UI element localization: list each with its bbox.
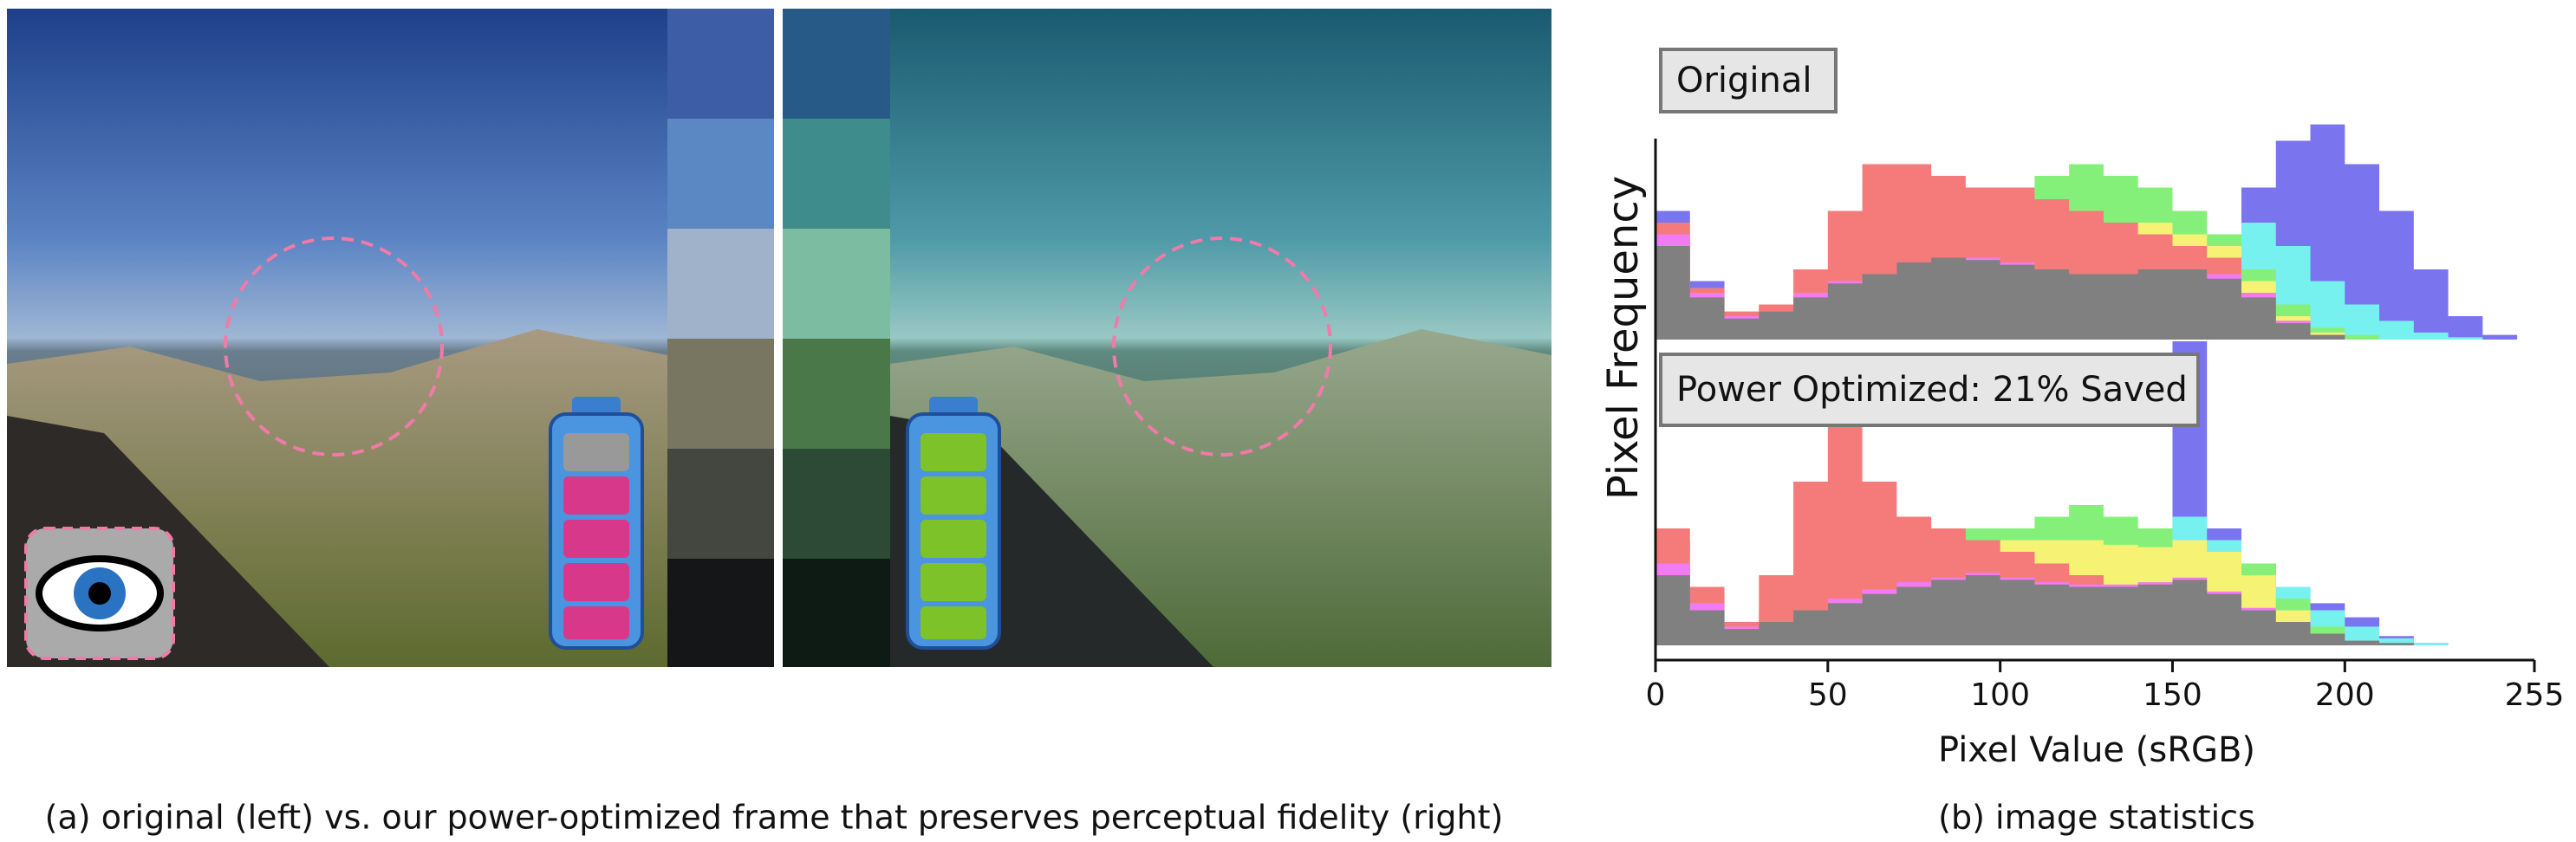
histograms: Original Power Optimized: 21% Saved 0 50 100… <box>1646 48 2565 713</box>
swatches-optimized <box>783 9 890 667</box>
photo-original <box>7 9 667 667</box>
y-axis-label: Pixel Frequency <box>1599 176 1648 500</box>
histogram-area <box>1656 246 2534 340</box>
swatches-original <box>667 9 774 667</box>
x-tick-label: 255 <box>2505 677 2565 713</box>
caption-a: (a) original (left) vs. our power-optimi… <box>45 799 1504 837</box>
x-tick-label: 0 <box>1646 677 1666 713</box>
caption-b: (b) image statistics <box>1938 799 2255 837</box>
panel-label: Power Optimized: 21% Saved <box>1676 370 2188 410</box>
x-tick-label: 100 <box>1970 677 2030 713</box>
panel-label-box <box>1659 48 1838 113</box>
panel-label: Original <box>1676 61 1812 100</box>
panel-label-box <box>1659 353 2200 427</box>
photo-optimized <box>890 9 1551 667</box>
histogram-area <box>1656 575 2534 645</box>
x-tick-label: 150 <box>2143 677 2202 713</box>
x-tick-label: 50 <box>1808 677 1848 713</box>
x-axis-label: Pixel Value (sRGB) <box>1938 730 2255 770</box>
x-tick-label: 200 <box>2315 677 2375 713</box>
